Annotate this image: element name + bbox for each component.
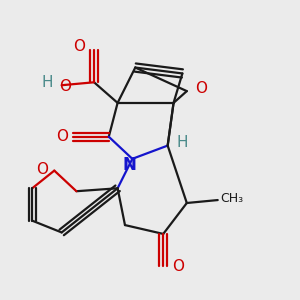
Text: H: H [177,135,188,150]
Text: O: O [59,79,71,94]
Text: O: O [56,129,68,144]
Text: O: O [37,162,49,177]
Text: O: O [196,81,208,96]
Text: N: N [122,156,136,174]
Text: O: O [172,259,184,274]
Text: CH₃: CH₃ [221,192,244,205]
Text: H: H [41,75,53,90]
Text: O: O [73,39,85,54]
